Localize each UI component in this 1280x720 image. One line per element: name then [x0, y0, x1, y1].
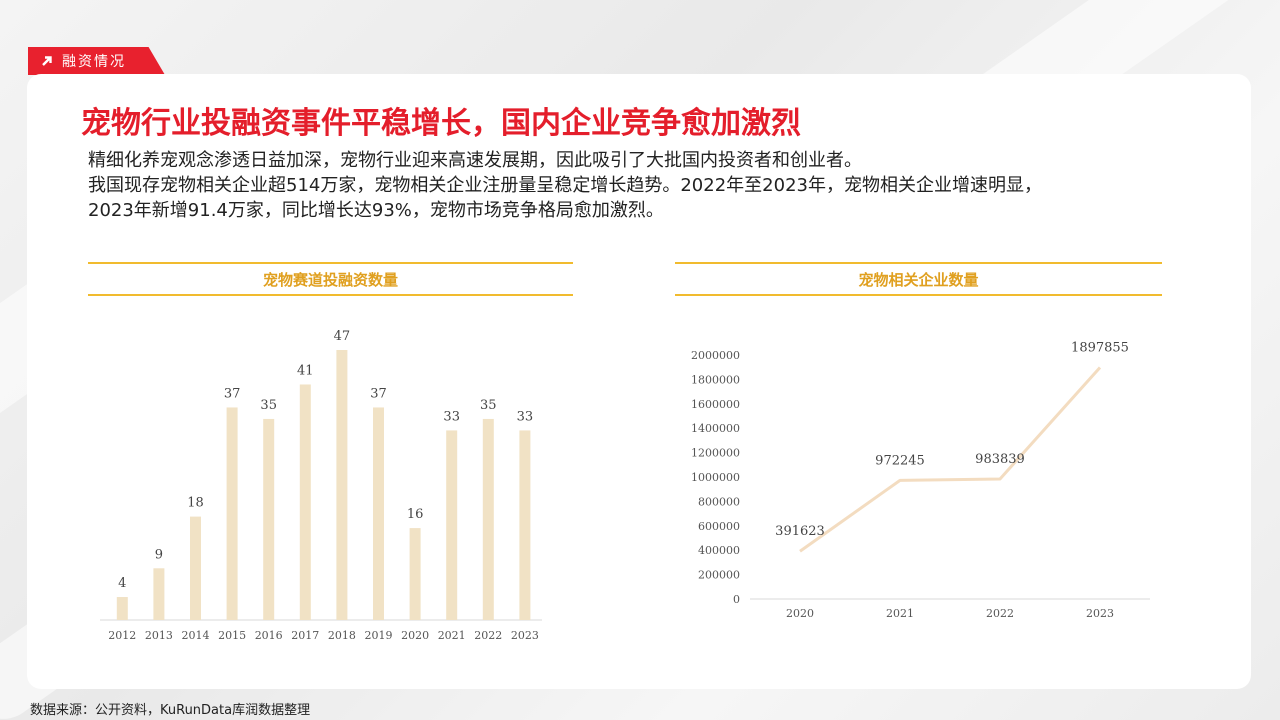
- y-tick-label: 0: [733, 593, 740, 606]
- x-tick-label: 2016: [255, 629, 283, 642]
- x-tick-label: 2022: [986, 607, 1014, 620]
- section-tag-label: 融资情况: [62, 54, 126, 70]
- bar: [190, 516, 201, 620]
- bar: [116, 597, 128, 620]
- data-label: 1897855: [1071, 340, 1129, 355]
- description-line: 2023年新增91.4万家，同比增长达93%，宠物市场竞争格局愈加激烈。: [88, 200, 664, 221]
- data-label: 37: [224, 386, 241, 401]
- x-tick-label: 2013: [145, 629, 173, 642]
- description: 精细化养宠观念渗透日益加深，宠物行业迎来高速发展期，因此吸引了大批国内投资者和创…: [88, 148, 1238, 223]
- x-tick-label: 2020: [786, 607, 814, 620]
- data-label: 35: [480, 398, 497, 413]
- bar: [409, 528, 421, 620]
- x-tick-label: 2012: [108, 629, 136, 642]
- bar-chart-title: 宠物赛道投融资数量: [88, 262, 573, 296]
- section-tag: 融资情况: [28, 47, 165, 75]
- data-label: 4: [118, 576, 126, 591]
- x-tick-label: 2023: [1086, 607, 1114, 620]
- bar: [373, 407, 384, 620]
- data-label: 37: [370, 386, 387, 401]
- page-title: 宠物行业投融资事件平稳增长，国内企业竞争愈加激烈: [81, 106, 801, 141]
- y-tick-label: 1400000: [691, 422, 740, 435]
- x-tick-label: 2021: [886, 607, 914, 620]
- x-tick-label: 2020: [401, 629, 429, 642]
- bar: [226, 407, 238, 620]
- data-label: 18: [187, 496, 204, 511]
- x-tick-label: 2018: [328, 629, 356, 642]
- x-tick-label: 2014: [182, 629, 210, 642]
- description-line: 精细化养宠观念渗透日益加深，宠物行业迎来高速发展期，因此吸引了大批国内投资者和创…: [88, 150, 862, 171]
- y-tick-label: 400000: [698, 544, 740, 557]
- x-tick-label: 2022: [474, 629, 502, 642]
- data-label: 391623: [775, 524, 825, 539]
- data-label: 33: [517, 409, 534, 424]
- y-tick-label: 600000: [698, 520, 740, 533]
- data-label: 33: [443, 409, 460, 424]
- bar: [482, 418, 494, 620]
- line-chart: 0 200000 400000 600000 800000 1000000 1200000 1…: [691, 340, 1150, 620]
- x-tick-label: 2023: [511, 629, 539, 642]
- data-label: 9: [155, 547, 163, 562]
- y-tick-label: 1200000: [691, 447, 740, 460]
- y-tick-label: 2000000: [691, 349, 740, 362]
- y-tick-label: 800000: [698, 495, 740, 508]
- line-chart-title: 宠物相关企业数量: [675, 262, 1162, 296]
- y-tick-label: 1600000: [691, 398, 740, 411]
- bar: [336, 350, 348, 620]
- bar: [446, 430, 458, 620]
- description-line: 我国现存宠物相关企业超514万家，宠物相关企业注册量呈稳定增长趋势。2022年至…: [88, 175, 1042, 196]
- x-tick-label: 2019: [365, 629, 393, 642]
- data-label: 972245: [875, 453, 925, 468]
- bar: [153, 568, 165, 620]
- source-note: 数据来源：公开资料，KuRunData库润数据整理: [30, 703, 311, 718]
- y-tick-label: 200000: [698, 569, 740, 582]
- bar: [263, 418, 275, 620]
- bar: [299, 384, 311, 620]
- series-line: [799, 366, 1102, 553]
- bar: [519, 430, 531, 620]
- y-tick-label: 1000000: [691, 471, 740, 484]
- data-label: 41: [297, 363, 314, 378]
- x-tick-label: 2021: [438, 629, 466, 642]
- data-label: 16: [407, 507, 424, 522]
- x-tick-label: 2017: [291, 629, 319, 642]
- data-label: 35: [260, 398, 277, 413]
- x-tick-label: 2015: [218, 629, 246, 642]
- data-label: 47: [334, 329, 351, 344]
- arrow-up-right-icon: [42, 56, 52, 66]
- y-tick-label: 1800000: [691, 373, 740, 386]
- bar-chart: 4 2012 9 2013 18 2014 37 2015 35 2016 41 2017 47 2018…: [100, 329, 542, 642]
- data-label: 983839: [975, 452, 1025, 467]
